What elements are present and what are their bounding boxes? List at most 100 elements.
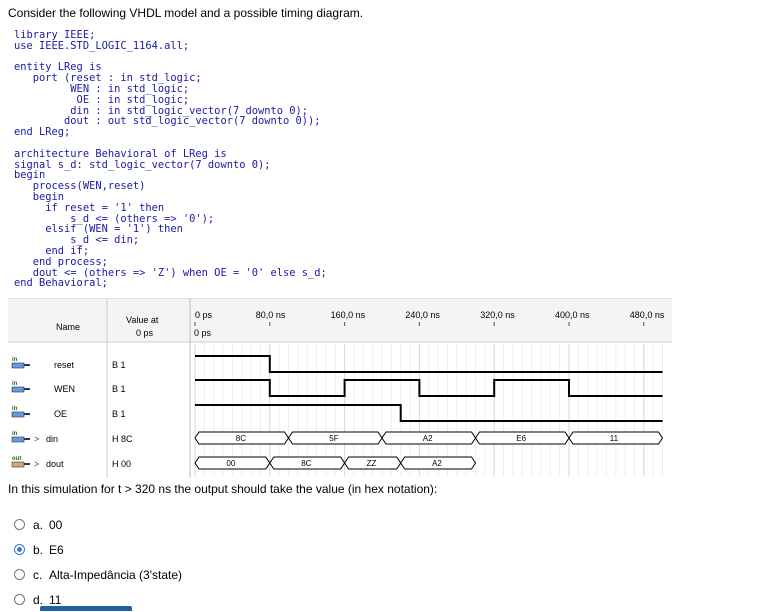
code-line: WEN : in std_logic; xyxy=(14,82,190,95)
pin-lead xyxy=(24,463,30,465)
dout-bus-value: A2 xyxy=(432,459,442,468)
input-pin-icon xyxy=(11,436,25,443)
dout-bus-segment xyxy=(400,456,477,470)
time-label: 480,0 ns xyxy=(630,310,665,320)
code-line: elsif (WEN = '1') then xyxy=(14,223,183,236)
waveforms: 8C 5F A2 E6 11 00 8C ZZ A2 xyxy=(194,355,664,470)
option-c-radio[interactable] xyxy=(14,569,25,580)
code-line: din : in std_logic_vector(7 downto 0); xyxy=(14,104,309,117)
code-line: entity LReg is xyxy=(14,61,102,74)
signal-row-reset[interactable]: in reset B 1 xyxy=(11,357,126,370)
option-c[interactable]: c. Alta-Impedância (3'state) xyxy=(14,562,182,587)
wen-waveform xyxy=(195,379,663,397)
option-a-radio[interactable] xyxy=(14,519,25,530)
signal-value: H 8C xyxy=(112,434,133,444)
signal-name: dout xyxy=(46,459,64,469)
signal-value: H 00 xyxy=(112,459,131,469)
simulation-question: In this simulation for t > 320 ns the ou… xyxy=(8,482,438,496)
time-label: 160,0 ns xyxy=(331,310,366,320)
signal-value: B 1 xyxy=(112,360,126,370)
oe-waveform xyxy=(195,404,663,422)
code-line: port (reset : in std_logic; xyxy=(14,72,202,85)
expand-chevron-icon[interactable]: > xyxy=(34,434,39,444)
dout-bus-value: ZZ xyxy=(367,459,377,468)
signal-row-WEN[interactable]: in WEN B 1 xyxy=(11,381,126,394)
time-label: 400,0 ns xyxy=(555,310,590,320)
signal-value: B 1 xyxy=(112,409,126,419)
signal-rows: in reset B 1 in WEN B 1 in OE B 1 in > din H 8C out > d… xyxy=(11,357,133,469)
input-pin-label: in xyxy=(12,431,18,437)
name-column-header: Name xyxy=(56,322,80,332)
answer-options: a. 00 b. E6 c. Alta-Impedância (3'state)… xyxy=(14,512,182,612)
din-bus-value: 8C xyxy=(236,434,246,443)
din-bus-value: E6 xyxy=(516,434,526,443)
signal-value: B 1 xyxy=(112,384,126,394)
code-line: OE : in std_logic; xyxy=(14,93,190,106)
code-line: end process; xyxy=(14,255,108,268)
time-label: 320,0 ns xyxy=(480,310,515,320)
input-pin-icon xyxy=(11,411,25,418)
option-b-letter: b. xyxy=(33,542,44,557)
option-b-label: E6 xyxy=(49,542,64,557)
input-pin-label: in xyxy=(12,381,18,387)
code-line: s_d <= (others => '0'); xyxy=(14,212,215,225)
option-c-label: Alta-Impedância (3'state) xyxy=(49,567,183,582)
din-bus-value: 11 xyxy=(610,434,619,443)
pin-lead xyxy=(24,413,30,415)
question-text: Consider the following VHDL model and a … xyxy=(8,6,364,20)
timing-diagram: Name Value at 0 ps 0 ps 0 ps 80,0 ns 160,0… xyxy=(8,298,672,478)
input-pin-label: in xyxy=(12,406,18,412)
expand-chevron-icon[interactable]: > xyxy=(34,459,39,469)
value-column-header: Value at xyxy=(126,315,159,325)
option-b[interactable]: b. E6 xyxy=(14,537,182,562)
pin-lead xyxy=(24,364,30,366)
option-a-label: 00 xyxy=(49,517,63,532)
signal-row-dout[interactable]: out > dout H 00 xyxy=(11,456,131,469)
dout-bus-value: 8C xyxy=(301,459,311,468)
din-bus-value: 5F xyxy=(329,434,338,443)
input-pin-icon xyxy=(11,362,25,369)
signal-name: din xyxy=(46,434,58,444)
option-d-label: 11 xyxy=(49,592,62,607)
vhdl-code-block: library IEEE; use IEEE.STD_LOGIC_1164.al… xyxy=(14,30,327,289)
input-pin-icon xyxy=(11,386,25,393)
option-d[interactable]: d. 11 xyxy=(14,587,182,612)
code-line: begin xyxy=(14,190,65,203)
time-axis-labels: 0 ps 80,0 ns 160,0 ns 240,0 ns 320,0 ns 400,0… xyxy=(194,310,665,326)
code-line: end LReg; xyxy=(14,126,71,139)
din-bus-value: A2 xyxy=(423,434,433,443)
timing-header-bar xyxy=(8,298,672,342)
time-label: 80,0 ns xyxy=(256,310,286,320)
code-line: process(WEN,reset) xyxy=(14,180,146,193)
value-column-subheader: 0 ps xyxy=(136,328,154,338)
option-d-letter: d. xyxy=(33,592,44,607)
time-label: 240,0 ns xyxy=(405,310,440,320)
option-a[interactable]: a. 00 xyxy=(14,512,182,537)
signal-name: WEN xyxy=(54,384,75,394)
pin-lead xyxy=(24,438,30,440)
pin-lead xyxy=(24,388,30,390)
code-line: use IEEE.STD_LOGIC_1164.all; xyxy=(14,39,190,52)
time-label: 0 ps xyxy=(195,310,213,320)
signal-row-OE[interactable]: in OE B 1 xyxy=(11,406,126,419)
cursor-time-label: 0 ps xyxy=(194,328,212,338)
output-pin-icon xyxy=(11,461,25,468)
code-line: library IEEE; xyxy=(14,29,96,41)
input-pin-label: in xyxy=(12,357,18,363)
signal-row-din[interactable]: in > din H 8C xyxy=(11,431,133,444)
code-line: begin xyxy=(14,169,46,182)
signal-name: reset xyxy=(54,360,75,370)
option-b-radio[interactable] xyxy=(14,544,25,555)
option-a-letter: a. xyxy=(33,517,44,532)
option-d-radio[interactable] xyxy=(14,594,25,605)
reset-waveform xyxy=(195,355,663,373)
code-line: signal s_d: std_logic_vector(7 downto 0)… xyxy=(14,158,271,171)
din-bus-segment xyxy=(568,431,664,445)
code-line: end if; xyxy=(14,244,90,257)
signal-name: OE xyxy=(54,409,67,419)
code-line: dout : out std_logic_vector(7 downto 0))… xyxy=(14,115,321,128)
output-pin-label: out xyxy=(12,456,21,462)
next-button-edge[interactable] xyxy=(40,606,132,611)
code-line: dout <= (others => 'Z') when OE = '0' el… xyxy=(14,266,327,279)
dout-bus-value: 00 xyxy=(226,459,235,468)
